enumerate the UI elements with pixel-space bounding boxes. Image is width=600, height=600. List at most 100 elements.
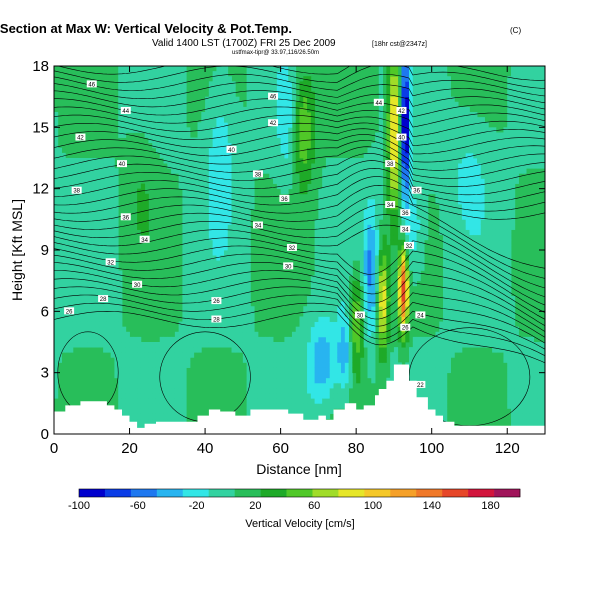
velocity-cell <box>186 127 191 133</box>
velocity-cell <box>140 418 146 425</box>
velocity-cell <box>231 168 236 174</box>
velocity-cell <box>454 331 459 338</box>
velocity-cell <box>186 152 191 159</box>
velocity-cell <box>375 214 380 220</box>
velocity-cell <box>352 367 357 374</box>
velocity-cell <box>431 158 436 164</box>
velocity-cell <box>386 81 391 87</box>
velocity-cell <box>129 413 134 420</box>
velocity-cell <box>152 142 157 149</box>
velocity-cell <box>431 137 436 144</box>
velocity-cell <box>409 234 414 241</box>
velocity-cell <box>405 127 410 133</box>
velocity-cell <box>212 158 217 164</box>
velocity-cell <box>465 306 470 312</box>
velocity-cell <box>443 357 448 363</box>
velocity-cell <box>129 357 134 363</box>
velocity-cell <box>186 193 191 200</box>
velocity-cell <box>363 285 368 292</box>
velocity-cell <box>382 347 387 353</box>
velocity-cell <box>186 290 191 297</box>
velocity-cell <box>269 152 274 159</box>
velocity-cell <box>443 290 448 297</box>
velocity-cell <box>80 316 85 322</box>
velocity-cell <box>420 255 425 261</box>
velocity-cell <box>454 137 459 144</box>
velocity-cell <box>344 398 349 404</box>
velocity-cell <box>246 234 251 241</box>
velocity-cell <box>121 398 127 404</box>
velocity-cell <box>140 81 146 87</box>
velocity-cell <box>186 183 191 190</box>
velocity-cell <box>378 250 383 256</box>
velocity-cell <box>386 275 391 282</box>
velocity-cell <box>103 239 108 246</box>
velocity-cell <box>155 106 161 113</box>
velocity-cell <box>69 321 74 328</box>
velocity-cell <box>174 112 180 118</box>
velocity-cell <box>61 301 66 307</box>
velocity-cell <box>454 285 459 292</box>
velocity-cell <box>152 347 157 353</box>
velocity-cell <box>182 198 187 205</box>
velocity-cell <box>69 168 74 174</box>
velocity-cell <box>401 112 406 118</box>
velocity-cell <box>76 198 81 205</box>
velocity-cell <box>178 163 183 169</box>
velocity-cell <box>254 142 259 149</box>
velocity-cell <box>284 342 289 348</box>
velocity-cell <box>54 147 59 154</box>
velocity-cell <box>424 147 429 154</box>
velocity-cell <box>178 336 183 343</box>
velocity-cell <box>318 331 323 338</box>
velocity-cell <box>144 96 149 103</box>
velocity-cell <box>310 326 316 333</box>
velocity-cell <box>254 347 259 353</box>
velocity-cell <box>435 147 440 154</box>
velocity-cell <box>390 183 395 190</box>
velocity-cell <box>435 367 440 374</box>
velocity-cell <box>250 132 255 138</box>
velocity-cell <box>57 214 62 220</box>
velocity-cell <box>205 188 210 195</box>
velocity-cell <box>208 244 214 251</box>
velocity-cell <box>291 362 297 368</box>
velocity-cell <box>454 280 459 287</box>
velocity-cell <box>280 101 285 108</box>
velocity-cell <box>174 106 180 113</box>
velocity-cell <box>174 122 180 128</box>
velocity-cell <box>439 229 444 236</box>
velocity-cell <box>409 86 414 92</box>
velocity-cell <box>171 352 176 358</box>
velocity-cell <box>461 255 467 261</box>
velocity-cell <box>235 147 240 154</box>
velocity-cell <box>435 137 440 144</box>
velocity-cell <box>163 142 168 149</box>
velocity-cell <box>458 270 463 276</box>
velocity-cell <box>341 250 346 256</box>
velocity-cell <box>412 275 417 282</box>
velocity-cell <box>409 81 414 87</box>
velocity-cell <box>446 122 451 128</box>
velocity-cell <box>182 403 187 409</box>
velocity-cell <box>397 331 402 338</box>
velocity-cell <box>106 219 112 225</box>
velocity-cell <box>405 122 410 128</box>
velocity-cell <box>416 66 421 72</box>
velocity-cell <box>201 188 206 195</box>
velocity-cell <box>137 372 142 379</box>
velocity-cell <box>295 342 300 348</box>
velocity-cell <box>375 147 380 154</box>
velocity-cell <box>205 280 210 287</box>
velocity-cell <box>363 260 368 266</box>
velocity-cell <box>344 347 349 353</box>
velocity-cell <box>80 321 85 328</box>
velocity-cell <box>367 188 372 195</box>
velocity-cell <box>125 76 130 82</box>
velocity-cell <box>171 398 176 404</box>
velocity-cell <box>329 163 334 169</box>
velocity-cell <box>152 117 157 123</box>
velocity-cell <box>250 81 255 87</box>
velocity-cell <box>114 367 119 374</box>
velocity-cell <box>118 285 123 292</box>
